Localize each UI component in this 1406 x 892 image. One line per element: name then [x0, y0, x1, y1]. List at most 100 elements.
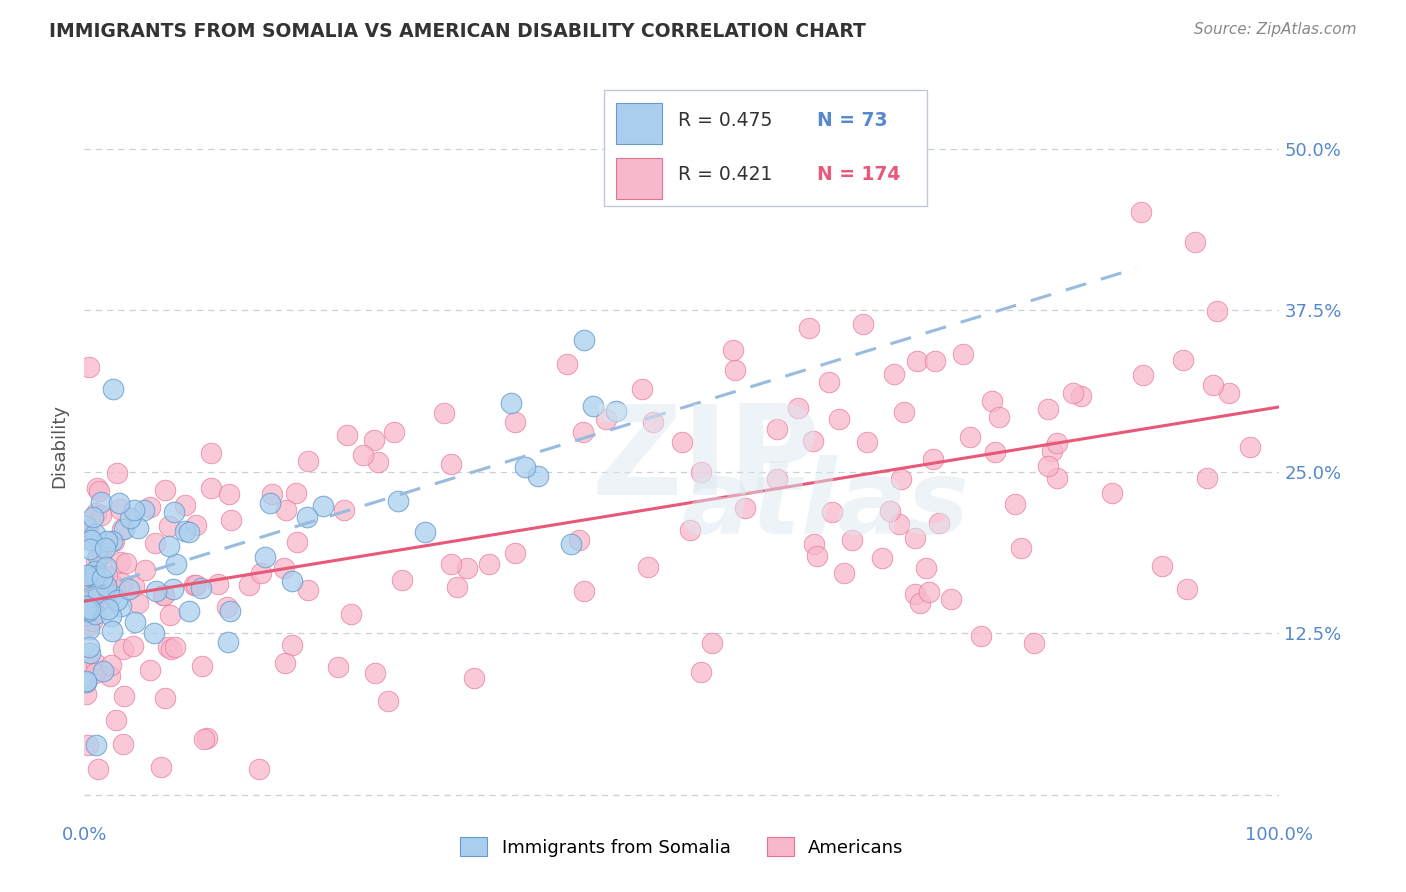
- Point: [75, 687, 97, 701]
- Point: [83, 565, 105, 579]
- Text: Source: ZipAtlas.com: Source: ZipAtlas.com: [1194, 22, 1357, 37]
- Point: [463, 671, 485, 685]
- Point: [855, 434, 877, 449]
- Point: [80, 533, 103, 547]
- Point: [797, 321, 820, 335]
- Point: [803, 537, 825, 551]
- Point: [143, 535, 166, 549]
- Point: [702, 636, 724, 650]
- Point: [364, 666, 387, 681]
- Point: [311, 499, 333, 513]
- Point: [980, 393, 1002, 408]
- Point: [186, 517, 208, 532]
- Point: [111, 575, 134, 590]
- Point: [1036, 459, 1059, 474]
- Point: [82, 597, 104, 611]
- Point: [560, 537, 582, 551]
- Point: [86, 554, 108, 568]
- Point: [893, 405, 915, 419]
- Point: [581, 399, 603, 413]
- Text: IMMIGRANTS FROM SOMALIA VS AMERICAN DISABILITY CORRELATION CHART: IMMIGRANTS FROM SOMALIA VS AMERICAN DISA…: [49, 22, 866, 41]
- Point: [217, 635, 239, 649]
- FancyBboxPatch shape: [616, 158, 662, 199]
- Point: [75, 674, 97, 689]
- Point: [103, 533, 125, 548]
- Point: [970, 628, 993, 642]
- Point: [295, 510, 318, 524]
- Point: [889, 516, 911, 531]
- Point: [515, 459, 537, 474]
- Point: [908, 596, 931, 610]
- Point: [904, 587, 927, 601]
- Point: [631, 382, 654, 396]
- Point: [377, 694, 399, 708]
- Point: [297, 583, 319, 598]
- Point: [84, 666, 107, 681]
- Point: [177, 603, 200, 617]
- Point: [96, 591, 118, 605]
- Point: [574, 583, 596, 598]
- Legend: Immigrants from Somalia, Americans: Immigrants from Somalia, Americans: [453, 830, 911, 864]
- Point: [1038, 402, 1060, 417]
- Point: [105, 593, 128, 607]
- Point: [766, 472, 789, 486]
- Point: [499, 395, 522, 409]
- Point: [183, 578, 205, 592]
- Point: [75, 518, 97, 533]
- Point: [111, 642, 134, 657]
- Point: [111, 522, 134, 536]
- Point: [98, 669, 121, 683]
- Point: [143, 625, 166, 640]
- Point: [100, 658, 122, 673]
- Point: [1040, 444, 1063, 458]
- Point: [879, 504, 901, 518]
- Point: [173, 498, 195, 512]
- Point: [150, 760, 173, 774]
- Point: [86, 481, 108, 495]
- Point: [160, 642, 183, 657]
- Point: [122, 503, 145, 517]
- Point: [1197, 471, 1219, 485]
- Point: [111, 737, 134, 751]
- Point: [328, 660, 350, 674]
- Point: [527, 469, 550, 483]
- Point: [97, 583, 120, 598]
- Point: [568, 533, 591, 547]
- Point: [478, 557, 501, 571]
- Point: [285, 535, 308, 549]
- Point: [340, 607, 363, 621]
- Point: [641, 415, 664, 429]
- Point: [440, 557, 463, 571]
- Point: [152, 588, 174, 602]
- Point: [786, 401, 808, 415]
- Point: [367, 455, 389, 469]
- Text: ZIP: ZIP: [592, 401, 820, 522]
- Point: [1239, 440, 1261, 454]
- Point: [79, 602, 101, 616]
- Point: [1175, 582, 1198, 596]
- Point: [1046, 435, 1069, 450]
- Point: [939, 592, 962, 607]
- Point: [134, 563, 156, 577]
- Point: [1010, 541, 1032, 555]
- Point: [924, 354, 946, 368]
- Point: [186, 577, 208, 591]
- Point: [75, 595, 97, 609]
- Point: [177, 525, 200, 540]
- Text: R = 0.421: R = 0.421: [678, 165, 773, 185]
- Point: [90, 571, 112, 585]
- Point: [907, 354, 929, 368]
- Point: [391, 574, 413, 588]
- Point: [127, 596, 149, 610]
- Point: [1062, 386, 1084, 401]
- Point: [75, 602, 97, 616]
- Point: [77, 617, 100, 632]
- Point: [112, 522, 135, 536]
- Point: [108, 555, 131, 569]
- Point: [595, 412, 617, 426]
- Point: [284, 486, 307, 500]
- Point: [79, 622, 101, 636]
- Point: [84, 738, 107, 752]
- Point: [87, 586, 110, 600]
- Point: [273, 656, 295, 670]
